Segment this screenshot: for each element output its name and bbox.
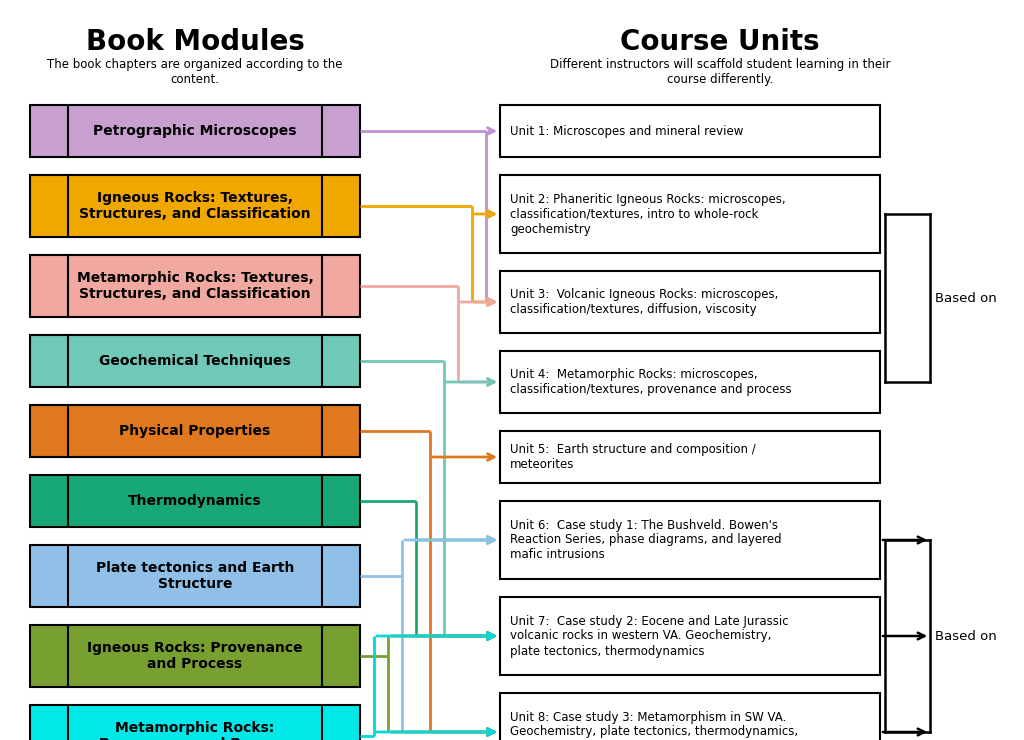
Text: The book chapters are organized according to the
content.: The book chapters are organized accordin… — [47, 58, 343, 86]
Bar — [500, 501, 880, 579]
Bar — [500, 175, 880, 253]
Text: Metamorphic Rocks: Textures,
Structures, and Classification: Metamorphic Rocks: Textures, Structures,… — [77, 271, 313, 301]
Bar — [500, 351, 880, 413]
Bar — [30, 405, 360, 457]
Text: Thermodynamics: Thermodynamics — [128, 494, 262, 508]
Text: Book Modules: Book Modules — [86, 28, 304, 56]
Text: Based on: Based on — [935, 292, 996, 304]
Text: Physical Properties: Physical Properties — [120, 424, 270, 438]
Text: Unit 1: Microscopes and mineral review: Unit 1: Microscopes and mineral review — [510, 124, 743, 138]
Text: Petrographic Microscopes: Petrographic Microscopes — [93, 124, 297, 138]
Text: Plate tectonics and Earth
Structure: Plate tectonics and Earth Structure — [96, 561, 294, 591]
Text: Unit 5:  Earth structure and composition /
meteorites: Unit 5: Earth structure and composition … — [510, 443, 756, 471]
Text: Unit 4:  Metamorphic Rocks: microscopes,
classification/textures, provenance and: Unit 4: Metamorphic Rocks: microscopes, … — [510, 368, 792, 396]
Text: Metamorphic Rocks:
Provenance and Process: Metamorphic Rocks: Provenance and Proces… — [99, 721, 291, 740]
Text: Unit 2: Phaneritic Igneous Rocks: microscopes,
classification/textures, intro to: Unit 2: Phaneritic Igneous Rocks: micros… — [510, 192, 785, 235]
Text: Unit 8: Case study 3: Metamorphism in SW VA.
Geochemistry, plate tectonics, ther: Unit 8: Case study 3: Metamorphism in SW… — [510, 710, 798, 740]
Bar — [30, 255, 360, 317]
Bar — [500, 105, 880, 157]
Bar — [30, 705, 360, 740]
Text: Based on: Based on — [935, 630, 996, 642]
Bar — [500, 271, 880, 333]
Text: Igneous Rocks: Provenance
and Process: Igneous Rocks: Provenance and Process — [87, 641, 303, 671]
Text: Different instructors will scaffold student learning in their
course differently: Different instructors will scaffold stud… — [550, 58, 890, 86]
Bar — [30, 105, 360, 157]
Text: Unit 6:  Case study 1: The Bushveld. Bowen's
Reaction Series, phase diagrams, an: Unit 6: Case study 1: The Bushveld. Bowe… — [510, 519, 781, 562]
Bar — [30, 545, 360, 607]
Bar — [30, 175, 360, 237]
Bar — [30, 335, 360, 387]
Bar — [500, 431, 880, 483]
Text: Unit 3:  Volcanic Igneous Rocks: microscopes,
classification/textures, diffusion: Unit 3: Volcanic Igneous Rocks: microsco… — [510, 288, 778, 316]
Bar — [30, 475, 360, 527]
Bar — [500, 597, 880, 675]
Text: Geochemical Techniques: Geochemical Techniques — [99, 354, 291, 368]
Bar — [30, 625, 360, 687]
Text: Unit 7:  Case study 2: Eocene and Late Jurassic
volcanic rocks in western VA. Ge: Unit 7: Case study 2: Eocene and Late Ju… — [510, 614, 788, 658]
Text: Course Units: Course Units — [621, 28, 820, 56]
Bar — [500, 693, 880, 740]
Text: Igneous Rocks: Textures,
Structures, and Classification: Igneous Rocks: Textures, Structures, and… — [79, 191, 311, 221]
